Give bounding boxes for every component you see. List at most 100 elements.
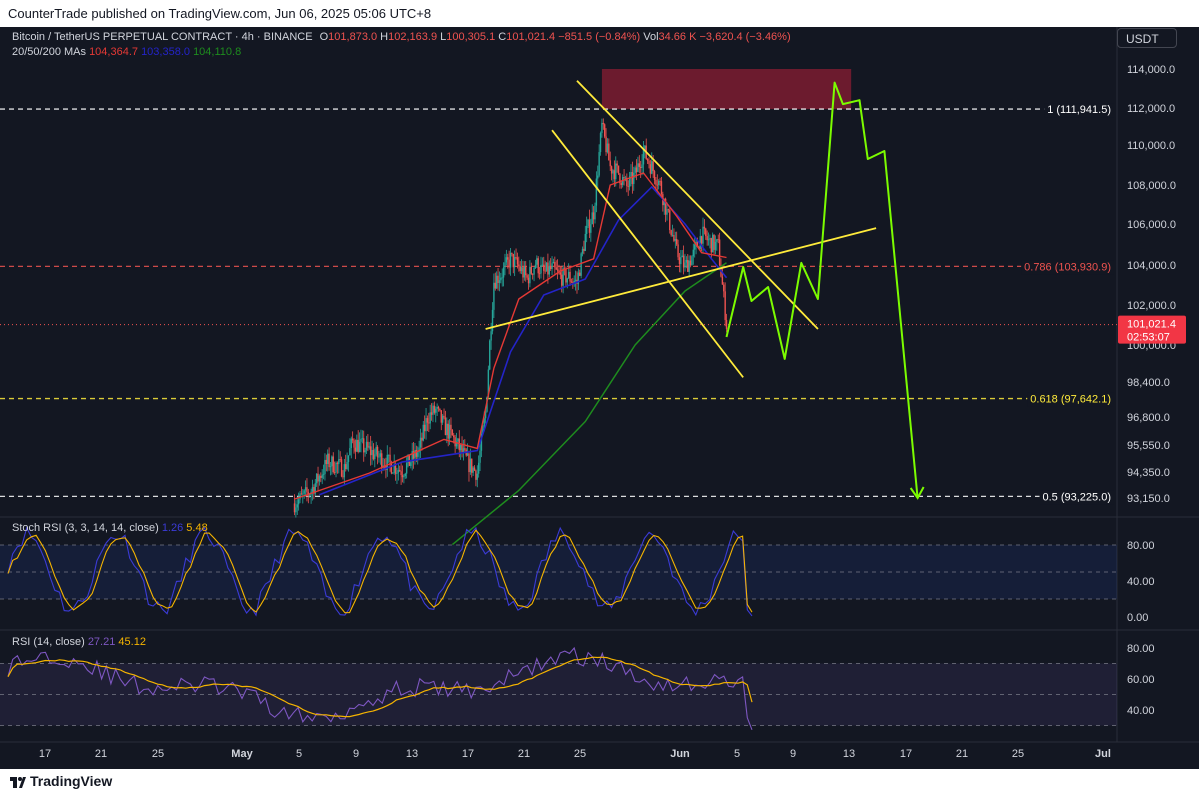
stoch-d-line — [7, 529, 753, 614]
candle-body — [412, 451, 415, 459]
price-tick-label: 112,000.0 — [1127, 103, 1175, 115]
candle-body — [538, 273, 541, 275]
candle-body — [615, 163, 617, 180]
candle-body — [579, 272, 581, 276]
high-value: 102,163.9 — [388, 31, 438, 43]
candle-body — [717, 239, 719, 241]
candle-body — [599, 133, 602, 153]
candle-body — [612, 170, 614, 174]
currency-button[interactable]: USDT — [1117, 28, 1177, 48]
stoch-label[interactable]: Stoch RSI (3, 3, 14, 14, close) — [12, 522, 159, 534]
rsi-label[interactable]: RSI (14, close) — [12, 636, 85, 648]
time-tick-label: 21 — [518, 748, 530, 760]
candle-body — [329, 466, 332, 468]
candle-body — [606, 143, 609, 153]
candle-body — [482, 426, 484, 435]
candle-body — [687, 259, 689, 272]
candle-body — [411, 451, 413, 463]
candle-body — [682, 255, 685, 268]
candle-body — [723, 284, 725, 292]
stoch-legend: Stoch RSI (3, 3, 14, 14, close) 1.26 5.4… — [12, 522, 208, 534]
fib-label-bg — [1039, 490, 1114, 505]
rsi-ma-line — [7, 656, 753, 718]
price-tick-label: 95,550.0 — [1127, 440, 1170, 452]
candle-body — [518, 264, 520, 267]
close-label: C — [498, 31, 507, 43]
candle-body — [303, 490, 305, 494]
symbol-title[interactable]: Bitcoin / TetherUS PERPETUAL CONTRACT · … — [12, 31, 313, 43]
candle-body — [724, 291, 726, 320]
candle-body — [346, 461, 348, 470]
ma200-value: 104,110.8 — [193, 46, 242, 58]
pattern-line-lower — [551, 129, 744, 378]
candle-body — [338, 459, 340, 465]
candle-body — [695, 241, 697, 245]
candle-body — [504, 262, 506, 268]
candle-body — [364, 450, 366, 453]
last-price-badge — [1118, 315, 1186, 344]
candle-body — [464, 448, 466, 450]
candle-body — [711, 234, 714, 253]
candle-body — [429, 412, 431, 424]
candle-body — [710, 238, 713, 253]
low-value: 100,305.1 — [446, 31, 496, 43]
candle-body — [685, 259, 688, 263]
time-tick-label: 25 — [1012, 748, 1024, 760]
candle-body — [674, 238, 677, 241]
candle-body — [311, 487, 314, 492]
candle-body — [360, 438, 362, 442]
candle-body — [459, 444, 462, 451]
candle-body — [476, 473, 478, 480]
candle-body — [389, 454, 391, 463]
ma-label[interactable]: 20/50/200 MAs — [12, 46, 86, 58]
candle-body — [451, 430, 454, 436]
fib-label-bg — [1021, 260, 1114, 275]
candle-body — [591, 212, 593, 225]
candle-body — [716, 239, 718, 242]
tradingview-brand[interactable]: TradingView — [30, 773, 113, 789]
candle-body — [487, 369, 490, 398]
candle-body — [569, 271, 571, 282]
candle-body — [489, 340, 491, 370]
price-tick-label: 94,350.0 — [1127, 467, 1170, 479]
candle-body — [350, 438, 352, 449]
candle-body — [537, 258, 539, 274]
candle-body — [619, 173, 621, 184]
candle-body — [670, 230, 672, 236]
candle-body — [534, 264, 537, 268]
time-tick-label: 5 — [734, 748, 740, 760]
candle-body — [549, 266, 552, 270]
candle-body — [403, 476, 405, 478]
candle-body — [483, 418, 485, 427]
candle-body — [477, 462, 480, 474]
fib-label-bg — [1044, 103, 1114, 118]
candle-body — [551, 263, 553, 270]
chart-canvas[interactable]: 1 (111,941.5) 0.786 (103,930.9) 0.618 (97,… — [0, 27, 1199, 769]
candle-body — [314, 483, 316, 494]
candle-body — [333, 472, 336, 473]
candle-body — [480, 434, 483, 451]
candle-body — [633, 172, 635, 184]
candle-body — [332, 456, 334, 473]
candle-body — [609, 160, 611, 167]
candle-body — [500, 277, 502, 281]
stoch-tick-label: 0.00 — [1127, 612, 1148, 624]
candle-body — [417, 452, 419, 457]
candle-body — [706, 236, 708, 241]
candle-body — [399, 470, 401, 472]
publish-info: CounterTrade published on TradingView.co… — [8, 6, 432, 21]
candle-body — [351, 438, 354, 441]
candle-body — [601, 122, 603, 134]
candle-body — [439, 408, 441, 411]
price-tick-label: 106,000.0 — [1127, 219, 1176, 231]
candle-body — [659, 180, 661, 182]
time-tick-label: 21 — [956, 748, 968, 760]
candle-body — [644, 145, 646, 151]
candle-body — [540, 265, 542, 274]
candle-body — [613, 170, 616, 180]
candle-body — [436, 406, 438, 409]
candle-body — [522, 267, 524, 278]
ma-legend: 20/50/200 MAs 104,364.7 103,358.0 104,11… — [12, 46, 241, 58]
open-label: O — [319, 31, 329, 43]
candle-body — [651, 161, 653, 174]
